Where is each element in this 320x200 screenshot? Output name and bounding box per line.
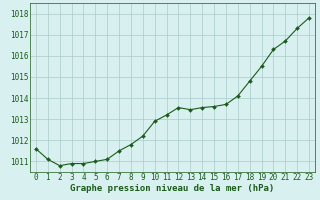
X-axis label: Graphe pression niveau de la mer (hPa): Graphe pression niveau de la mer (hPa)	[70, 184, 275, 193]
